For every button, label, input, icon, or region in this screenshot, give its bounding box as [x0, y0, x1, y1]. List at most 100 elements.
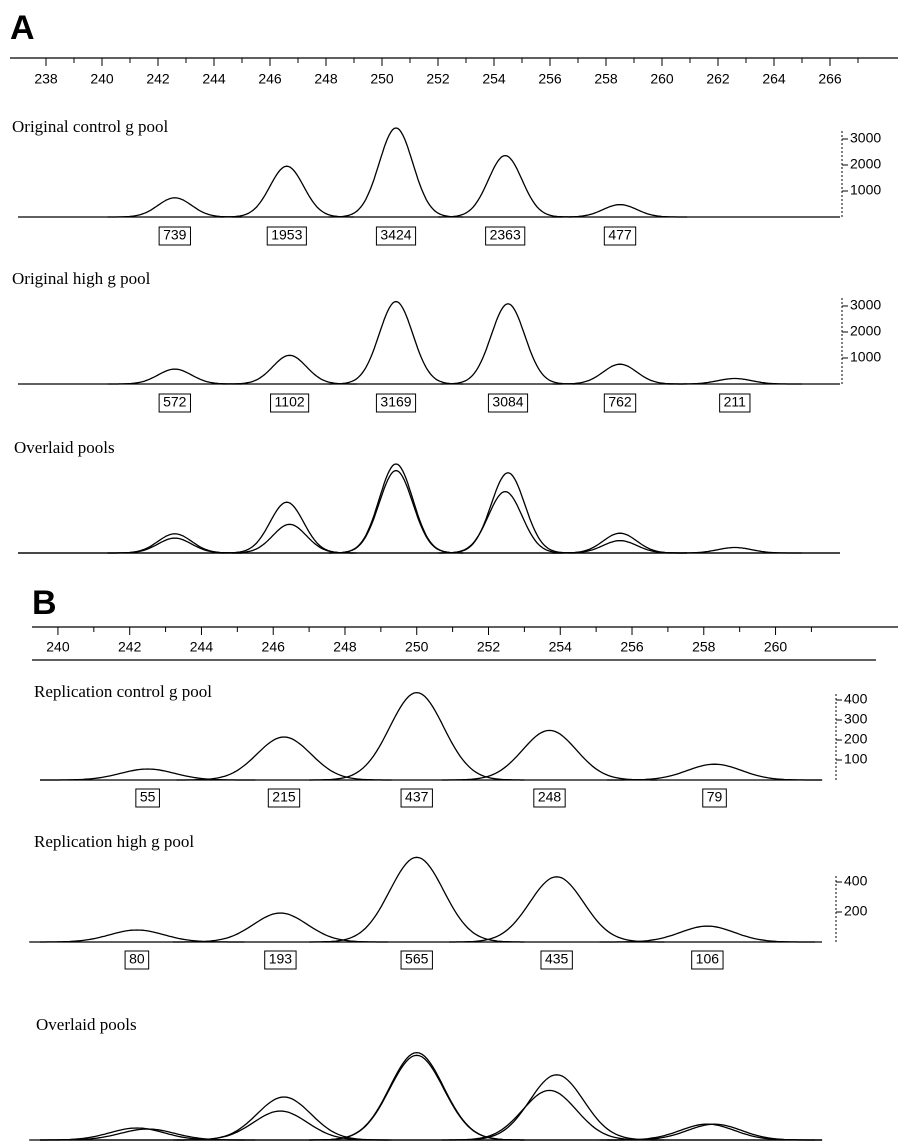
peak-label-box: [533, 788, 566, 808]
peak: [309, 691, 525, 781]
peak: [599, 925, 815, 943]
peak-label: 106: [696, 951, 720, 967]
y-tick-label: 3000: [850, 297, 881, 313]
x-tick-label: 258: [594, 71, 618, 87]
peak-label: 437: [405, 789, 429, 805]
peak-label-box: [158, 226, 191, 246]
peak: [176, 1096, 392, 1141]
peak-label-box: [400, 788, 433, 808]
peak: [107, 197, 242, 218]
y-tick-label: 2000: [850, 156, 881, 172]
x-tick-label: 238: [34, 71, 58, 87]
peak: [552, 532, 688, 554]
x-tick-label: 254: [549, 639, 573, 655]
x-tick-label: 248: [333, 639, 357, 655]
peak-label-box: [270, 393, 310, 413]
x-tick-label: 266: [818, 71, 842, 87]
x-tick-label: 242: [146, 71, 170, 87]
peak-label-box: [719, 393, 751, 413]
peak: [328, 127, 464, 218]
x-tick-label: 246: [262, 639, 286, 655]
x-tick-label: 256: [620, 639, 644, 655]
peak-label-box: [702, 788, 727, 808]
x-tick-label: 260: [650, 71, 674, 87]
x-tick-label: 244: [190, 639, 214, 655]
peak-label: 215: [272, 789, 296, 805]
trace-title: Original control g pool: [12, 117, 169, 136]
peak-label-box: [375, 393, 417, 413]
x-tick-label: 252: [477, 639, 501, 655]
peak-label: 1102: [275, 394, 305, 410]
peak-label-box: [267, 788, 301, 808]
x-tick-label: 240: [46, 639, 70, 655]
y-tick-label: 300: [844, 711, 868, 727]
y-tick-label: 200: [844, 731, 868, 747]
x-tick-label: 246: [258, 71, 282, 87]
x-tick-label: 254: [482, 71, 506, 87]
peak-label: 3169: [380, 394, 411, 410]
peak: [40, 1128, 256, 1141]
x-tick-label: 260: [764, 639, 788, 655]
trace: Original high g pool 572 1102 3169 3084 762 21…: [12, 269, 881, 413]
peak-label-box: [124, 950, 150, 970]
peak: [172, 1110, 388, 1141]
peak-label-box: [691, 950, 724, 970]
peak-label: 565: [405, 951, 429, 967]
peak-label-box: [540, 950, 573, 970]
y-tick-label: 400: [844, 691, 868, 707]
trace-title: Replication high g pool: [34, 832, 194, 851]
y-tick-label: 100: [844, 751, 868, 767]
peak-label: 1953: [271, 227, 302, 243]
peak-label: 80: [129, 951, 145, 967]
peak-label: 477: [608, 227, 632, 243]
overlay-title: Overlaid pools: [14, 438, 115, 457]
x-tick-label: 258: [692, 639, 716, 655]
trace: Replication high g pool 80 193 565 435 106 200…: [29, 832, 868, 970]
y-tick-label: 2000: [850, 323, 881, 339]
peak-label: 572: [163, 394, 187, 410]
overlay-title: Overlaid pools: [36, 1015, 137, 1034]
peak: [219, 501, 354, 554]
peak: [552, 539, 688, 554]
x-tick-label: 240: [90, 71, 114, 87]
peak: [107, 533, 242, 554]
peak: [449, 876, 665, 943]
peak-label-box: [400, 950, 433, 970]
peak: [606, 763, 823, 781]
peak: [222, 523, 357, 554]
peak-label: 3084: [492, 394, 523, 410]
overlay: Overlaid pools: [14, 438, 840, 554]
x-tick-label: 252: [426, 71, 450, 87]
peak: [328, 469, 464, 554]
peak: [107, 537, 242, 554]
y-tick-label: 3000: [850, 130, 881, 146]
peak: [449, 1074, 665, 1141]
peak: [172, 912, 388, 943]
peak: [438, 154, 573, 218]
peak: [107, 368, 242, 385]
peak: [176, 736, 392, 781]
peak-label: 739: [163, 227, 187, 243]
peak: [438, 490, 573, 554]
panel-label: B: [32, 584, 57, 622]
peak-label-box: [485, 226, 526, 246]
y-tick-label: 1000: [850, 182, 881, 198]
peak: [328, 463, 464, 554]
trace: Original control g pool 739 1953 3424 2363 47…: [12, 117, 881, 246]
x-tick-label: 248: [314, 71, 338, 87]
peak-label-box: [266, 226, 307, 246]
x-tick-label: 242: [118, 639, 142, 655]
peak: [40, 768, 256, 781]
peak-label: 3424: [380, 227, 411, 243]
peak-label-box: [487, 393, 529, 413]
peak: [667, 377, 802, 385]
panel-label: A: [10, 9, 35, 47]
peak: [441, 729, 658, 781]
peak: [667, 546, 802, 554]
peak-label-box: [135, 788, 160, 808]
peak-label: 762: [608, 394, 632, 410]
y-tick-label: 200: [844, 903, 868, 919]
peak: [552, 363, 688, 385]
peak-label-box: [264, 950, 297, 970]
